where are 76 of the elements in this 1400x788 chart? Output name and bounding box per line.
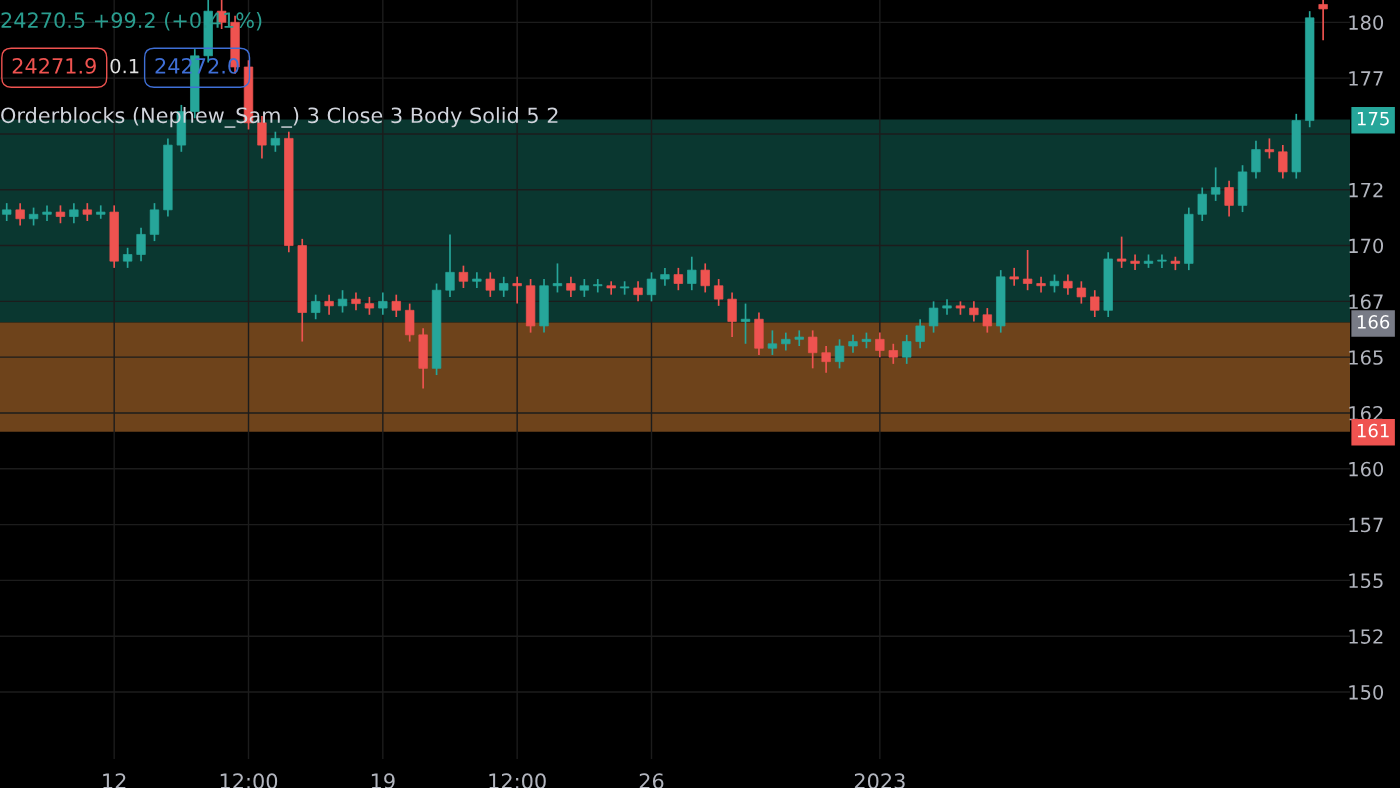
candlestick xyxy=(928,300,939,334)
candlestick xyxy=(606,280,616,296)
candlestick xyxy=(821,345,831,374)
candlestick xyxy=(1022,249,1033,292)
candlestick xyxy=(1197,186,1207,222)
y-tick-label: 160 xyxy=(1349,461,1384,477)
candlestick xyxy=(458,264,469,289)
candlestick xyxy=(1224,179,1234,218)
y-tick-label: 152 xyxy=(1349,629,1383,644)
candlestick xyxy=(311,293,321,321)
candlestick xyxy=(337,289,348,314)
candlestick xyxy=(700,262,710,294)
y-tick-label: 177 xyxy=(1349,71,1383,86)
y-tick-label: 155 xyxy=(1349,573,1383,589)
annotation: 0.1 xyxy=(110,58,139,74)
x-tick-label: 12 xyxy=(103,773,126,788)
candlestick xyxy=(472,271,482,289)
candlestick xyxy=(915,318,925,350)
y-tick-label: 167 xyxy=(1349,294,1383,310)
y-tick-label: 180 xyxy=(1349,15,1384,30)
text: 161 xyxy=(1357,423,1389,438)
candlestick xyxy=(687,255,697,292)
candlestick xyxy=(1009,267,1019,287)
candlestick xyxy=(1157,253,1167,269)
candlestick xyxy=(1211,166,1221,202)
candlestick xyxy=(1116,235,1127,269)
candlestick xyxy=(902,334,912,365)
candlestick xyxy=(740,302,751,345)
candlestick xyxy=(767,329,778,356)
candlestick xyxy=(270,130,281,153)
text: 166 xyxy=(1357,315,1390,329)
candlestick xyxy=(485,271,495,298)
candlestick xyxy=(512,275,522,305)
text: 175 xyxy=(1357,111,1389,126)
candlestick xyxy=(1278,144,1288,180)
candlestick xyxy=(552,262,563,294)
y-tick-label: 170 xyxy=(1349,238,1384,254)
candlestick xyxy=(1036,275,1046,294)
candlestick xyxy=(673,267,684,292)
candlestick xyxy=(1063,273,1073,296)
candlestick xyxy=(136,226,146,263)
candlestick xyxy=(42,204,52,222)
candlestick xyxy=(593,278,603,294)
candlestick xyxy=(834,338,845,370)
y-tick-label: 165 xyxy=(1349,350,1383,365)
candlestick xyxy=(15,202,25,227)
candlestick xyxy=(942,298,952,316)
candlestick xyxy=(727,291,737,338)
candlestick xyxy=(875,331,885,359)
candlestick xyxy=(794,329,804,347)
candlestick xyxy=(445,233,455,298)
candlestick xyxy=(122,246,133,269)
candlestick xyxy=(69,202,79,225)
candlestick xyxy=(1251,139,1261,180)
y-tick-label: 150 xyxy=(1349,684,1384,700)
y-tick-label: 172 xyxy=(1349,182,1383,198)
candlestick xyxy=(378,291,388,316)
candlestick xyxy=(1264,137,1275,160)
candlestick xyxy=(633,280,643,303)
y-tick-label: 157 xyxy=(1349,517,1383,533)
candlestick xyxy=(1130,253,1140,271)
candlestick xyxy=(808,329,818,370)
candlestick xyxy=(888,342,898,365)
candlestick xyxy=(1318,0,1328,42)
candlestick xyxy=(499,275,509,298)
candlestick xyxy=(969,300,979,323)
candlestick xyxy=(646,271,657,303)
candlestick xyxy=(714,278,724,307)
candlestick xyxy=(96,204,106,220)
candlestick xyxy=(391,293,401,318)
candlestick xyxy=(1076,280,1086,305)
annotation: 24271.9 xyxy=(12,58,96,74)
candlestick xyxy=(1090,289,1100,318)
candlestick xyxy=(324,293,334,316)
candlestick xyxy=(566,275,576,298)
candlestick xyxy=(982,307,992,334)
